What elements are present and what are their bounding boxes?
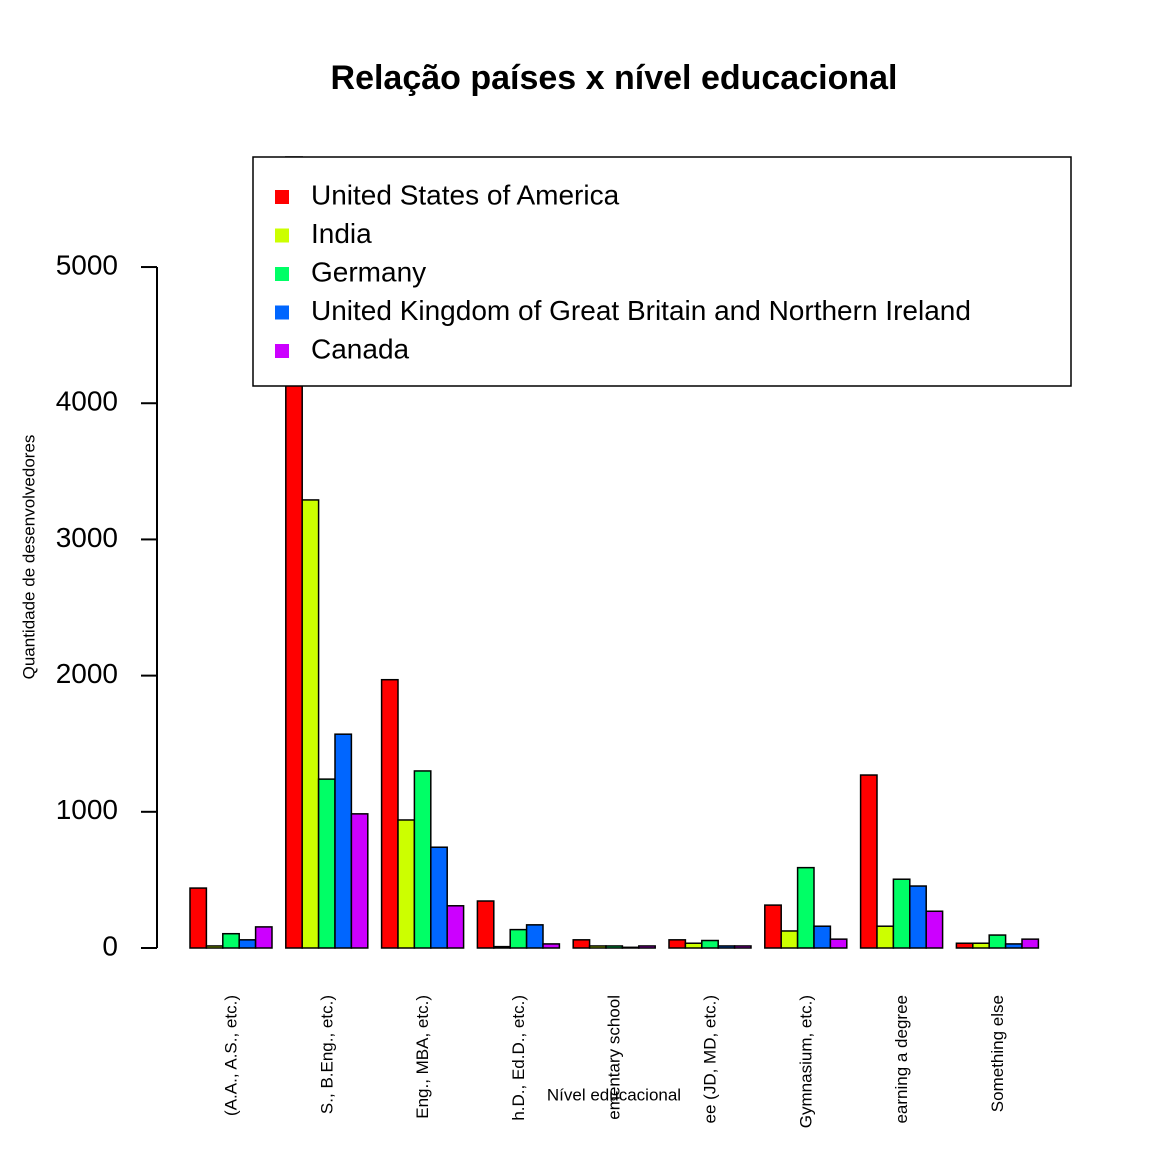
bar: [397, 819, 416, 949]
bar: [701, 939, 719, 949]
bar: [380, 678, 399, 949]
bar: [1021, 938, 1040, 949]
legend-swatch: [275, 228, 289, 243]
bar: [254, 926, 273, 949]
legend-box: [252, 156, 1072, 387]
bar: [925, 910, 944, 949]
bar: [588, 945, 607, 949]
bar: [334, 733, 353, 949]
y-tick-label: 3000: [56, 522, 118, 553]
bar: [668, 939, 687, 949]
bar: [350, 813, 369, 949]
y-tick-label: 5000: [56, 249, 118, 280]
bar: [222, 932, 240, 949]
bar: [892, 878, 911, 949]
legend-label: India: [311, 218, 372, 249]
x-axis-label: Nível educacional: [547, 1085, 681, 1104]
bar: [542, 943, 561, 949]
bar: [605, 945, 624, 949]
bar: [876, 925, 895, 949]
bar: [493, 945, 511, 949]
bar: [430, 846, 448, 949]
bar: [638, 945, 656, 949]
bar: [909, 885, 927, 949]
x-tick-label: h.D., Ed.D., etc.): [509, 995, 528, 1121]
bar: [813, 925, 832, 949]
x-tick-label: ementary school: [605, 995, 624, 1120]
bar: [988, 934, 1007, 949]
x-tick-label: Gymnasium, etc.): [796, 995, 815, 1128]
x-tick-label: earning a degree: [892, 995, 911, 1124]
bar: [780, 930, 799, 949]
bar: [859, 774, 878, 949]
chart-title: Relação países x nível educacional: [331, 59, 898, 97]
bar: [317, 778, 336, 949]
bar: [525, 924, 544, 949]
bar: [829, 938, 848, 949]
bar: [446, 905, 465, 949]
legend-swatch: [275, 267, 289, 281]
x-tick-label: S., B.Eng., etc.): [317, 995, 336, 1114]
bar: [301, 499, 320, 949]
bar: [764, 904, 782, 949]
bar: [509, 928, 528, 949]
legend-swatch: [275, 344, 289, 358]
bar: [796, 866, 815, 949]
legend-label: Canada: [311, 333, 410, 364]
bar: [413, 770, 432, 949]
bar: [621, 946, 640, 949]
legend-label: United States of America: [311, 179, 620, 210]
bar: [733, 945, 752, 949]
x-tick-label: Something else: [988, 995, 1007, 1112]
bar: [238, 939, 257, 949]
y-tick-label: 1000: [56, 794, 118, 825]
legend-swatch: [275, 305, 289, 320]
y-tick-label: 2000: [56, 658, 118, 689]
legend-swatch: [275, 190, 289, 204]
y-tick-label: 4000: [56, 386, 118, 417]
bar: [1004, 943, 1023, 949]
legend-label: United Kingdom of Great Britain and Nort…: [311, 295, 971, 326]
x-tick-label: Eng., MBA, etc.): [413, 995, 432, 1119]
bar: [572, 939, 591, 949]
bar: [476, 900, 495, 949]
y-axis-label: Quantidade de desenvolvedores: [19, 435, 38, 680]
bar: [205, 945, 224, 949]
bar: [972, 942, 990, 949]
legend-label: Germany: [311, 256, 426, 287]
bar: [955, 942, 974, 949]
bar: [189, 887, 208, 949]
x-tick-label: (A.A., A.S., etc.): [221, 995, 240, 1116]
x-tick-label: ee (JD, MD, etc.): [700, 995, 719, 1123]
y-tick-label: 0: [102, 930, 118, 961]
bar: [717, 945, 736, 949]
bar: [684, 942, 703, 949]
